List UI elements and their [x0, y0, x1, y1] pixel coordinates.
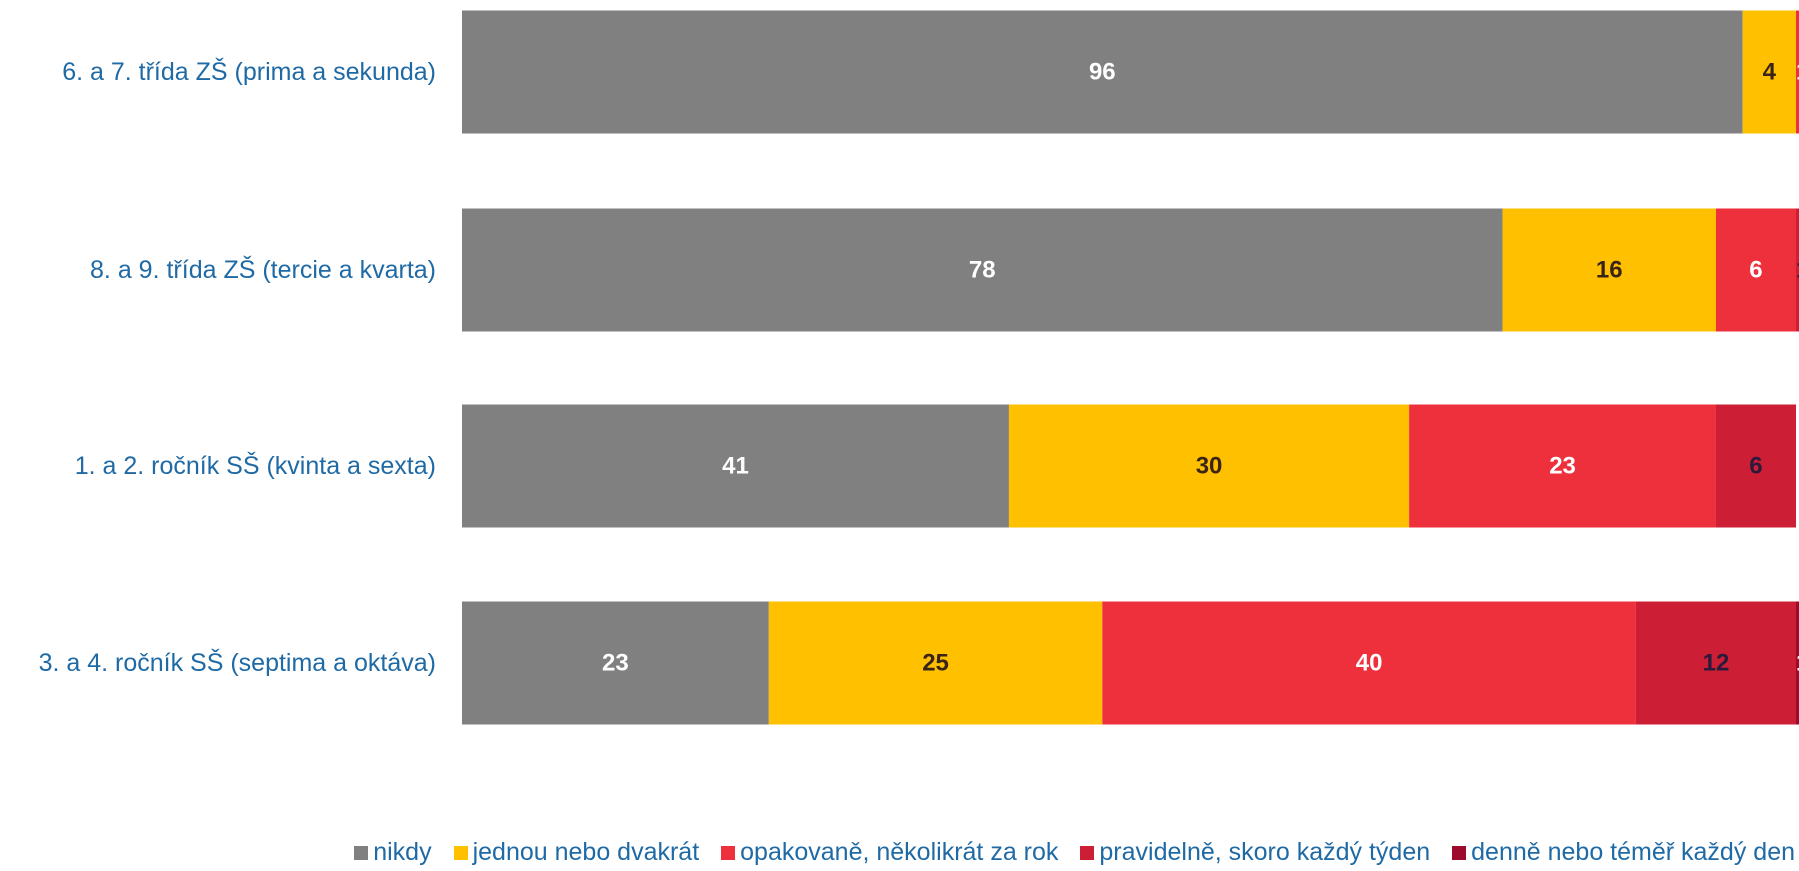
value-label: 25: [922, 649, 949, 676]
value-label: 30: [1196, 452, 1223, 479]
category-label: 3. a 4. ročník SŠ (septima a oktáva): [38, 649, 436, 677]
bar-segment: [1715, 404, 1796, 528]
legend-label: pravidelně, skoro každý týden: [1099, 838, 1431, 866]
value-label: 4: [1763, 58, 1777, 85]
value-label: 1: [1796, 649, 1799, 676]
legend-swatch: [453, 845, 468, 860]
legend-item: nikdy: [354, 838, 432, 867]
plot: 96417816614130236232540121: [462, 10, 1799, 725]
bar-segment: [1715, 208, 1796, 332]
category-label: 1. a 2. ročník SŠ (kvinta a sexta): [74, 452, 436, 480]
legend-swatch: [1080, 845, 1095, 860]
bar-segment: [1008, 404, 1410, 528]
value-label: 23: [1549, 452, 1576, 479]
value-label: 12: [1703, 649, 1730, 676]
bar-segment: [1796, 10, 1799, 134]
value-label: 16: [1596, 256, 1623, 283]
category-label: 6. a 7. třída ZŠ (prima a sekunda): [62, 58, 436, 86]
value-label: 96: [1089, 58, 1116, 85]
bar-segment: [1502, 208, 1716, 332]
bar-segment: [1102, 601, 1636, 725]
legend-item: pravidelně, skoro každý týden: [1080, 838, 1430, 867]
category-label: 8. a 9. třída ZŠ (tercie a kvarta): [90, 256, 436, 284]
value-label: 6: [1749, 256, 1762, 283]
value-label: 23: [602, 649, 629, 676]
category-label-box: 6. a 7. třída ZŠ (prima a sekunda): [0, 11, 436, 134]
legend-item: opakovaně, několikrát za rok: [721, 838, 1058, 867]
bar-segment: [1796, 601, 1799, 725]
legend-label: denně nebo téměř každý den: [1471, 838, 1795, 866]
legend-label: nikdy: [373, 838, 432, 866]
legend-item: denně nebo téměř každý den: [1452, 838, 1795, 867]
bar-segment: [1409, 404, 1716, 528]
legend: nikdy jednou nebo dvakrát opakovaně, někol…: [0, 838, 1799, 867]
category-label-box: 1. a 2. ročník SŠ (kvinta a sexta): [0, 405, 436, 528]
value-label: 78: [969, 256, 996, 283]
legend-label: jednou nebo dvakrát: [472, 838, 700, 866]
bar-segment: [1742, 10, 1796, 134]
value-label: 1: [1796, 256, 1799, 283]
value-label: 1: [1796, 58, 1799, 85]
legend-swatch: [721, 845, 736, 860]
legend-swatch: [354, 845, 369, 860]
bar-segment: [462, 10, 1743, 134]
legend-label: opakovaně, několikrát za rok: [740, 838, 1059, 866]
value-label: 6: [1749, 452, 1762, 479]
category-label-box: 3. a 4. ročník SŠ (septima a oktáva): [0, 602, 436, 725]
bar-segment: [462, 601, 769, 725]
bar-segment: [1635, 601, 1796, 725]
bar-segment: [1796, 208, 1799, 332]
legend-swatch: [1452, 845, 1467, 860]
bar-segment: [462, 208, 1503, 332]
value-label: 41: [722, 452, 749, 479]
bar-segment: [768, 601, 1103, 725]
value-label: 40: [1356, 649, 1383, 676]
category-label-box: 8. a 9. třída ZŠ (tercie a kvarta): [0, 209, 436, 332]
bar-segment: [462, 404, 1009, 528]
legend-item: jednou nebo dvakrát: [453, 838, 700, 867]
